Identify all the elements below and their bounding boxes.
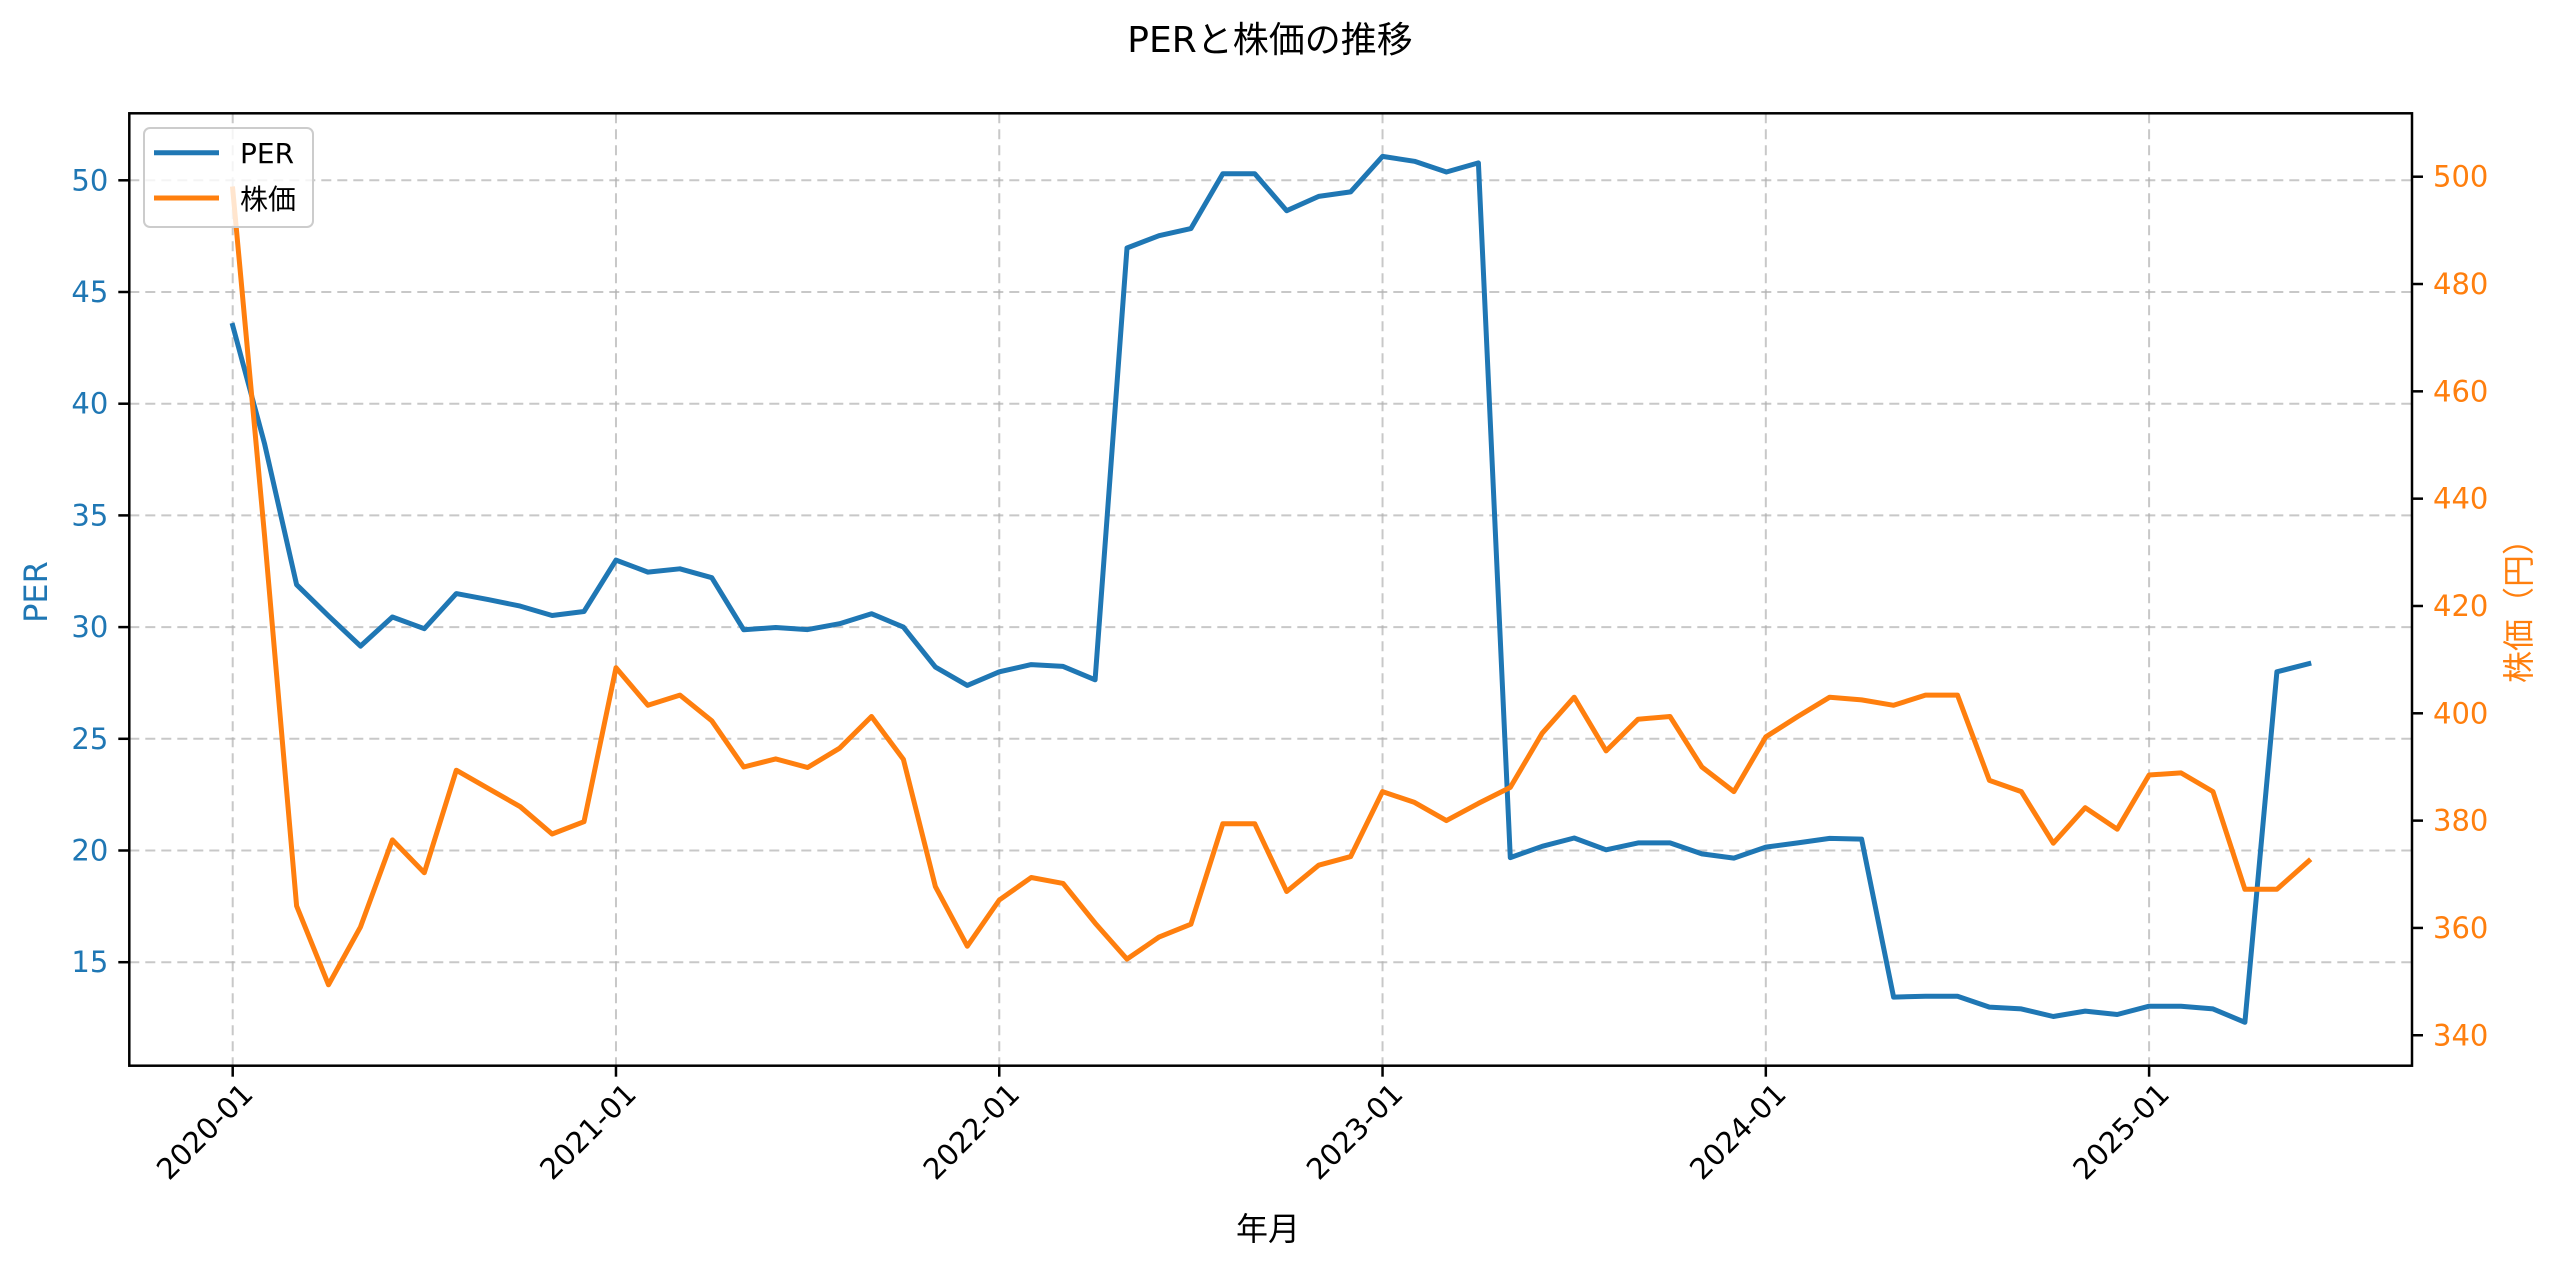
right-tick-label: 380	[2433, 804, 2488, 838]
x-axis-label: 年月	[1236, 1210, 1300, 1248]
x-tick-label: 2023-01	[1300, 1077, 1410, 1187]
right-y-axis-label: 株価（円）	[2500, 523, 2538, 683]
right-tick-label: 420	[2433, 589, 2488, 623]
left-tick-label: 20	[71, 834, 108, 868]
grid-lines	[129, 113, 2412, 1066]
left-tick-label: 50	[71, 163, 108, 197]
right-tick-label: 460	[2433, 374, 2488, 408]
right-tick-label: 400	[2433, 696, 2488, 730]
right-y-axis: 340 360 380 400 420 440 460 480 500	[2412, 160, 2488, 1052]
plot-area-frame	[128, 112, 2414, 1067]
series-layer	[229, 153, 2313, 1025]
x-tick-label: 2020-01	[150, 1077, 260, 1187]
right-tick-label: 440	[2433, 482, 2488, 516]
left-tick-label: 40	[71, 387, 108, 421]
left-tick-label: 30	[71, 610, 108, 644]
left-y-axis-label: PER	[17, 561, 55, 623]
chart-title: PERと株価の推移	[1127, 20, 1412, 61]
right-tick-label: 360	[2433, 911, 2488, 945]
right-tick-label: 480	[2433, 267, 2488, 301]
left-tick-label: 35	[71, 498, 108, 532]
right-tick-label: 500	[2433, 160, 2488, 194]
left-tick-label: 45	[71, 275, 108, 309]
x-tick-label: 2025-01	[2066, 1077, 2176, 1187]
x-axis: 2020-01 2021-01 2022-01 2023-01 2024-01 2025-…	[150, 1065, 2176, 1187]
per-line	[229, 153, 2312, 1025]
left-tick-label: 15	[71, 945, 108, 979]
legend: PER 株価	[143, 127, 314, 228]
x-tick-label: 2021-01	[533, 1077, 643, 1187]
left-y-axis: 15 20 25 30 35 40 45 50	[71, 163, 130, 979]
x-tick-label: 2022-01	[916, 1077, 1026, 1187]
legend-price-label: 株価	[240, 183, 296, 216]
right-tick-label: 340	[2433, 1018, 2488, 1052]
x-tick-label: 2024-01	[1683, 1077, 1793, 1187]
left-tick-label: 25	[71, 722, 108, 756]
legend-per-label: PER	[240, 137, 294, 170]
price-line	[229, 186, 2313, 988]
